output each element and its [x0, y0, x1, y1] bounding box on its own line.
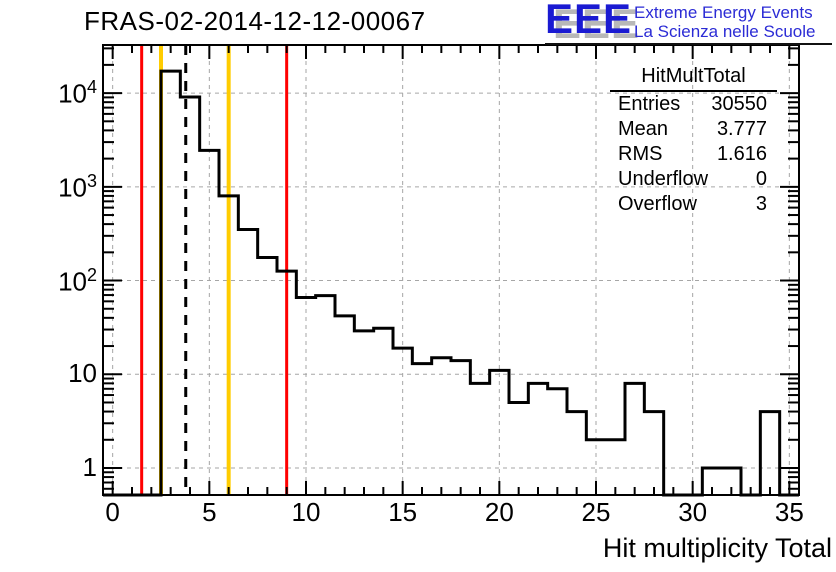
x-tick-label: 0 — [105, 497, 120, 527]
stats-value: 1.616 — [716, 143, 767, 165]
x-tick-label: 20 — [484, 497, 514, 527]
stats-label: RMS — [618, 143, 663, 165]
stats-label: Mean — [618, 118, 669, 140]
x-tick-label: 30 — [678, 497, 708, 527]
stats-value: 30550 — [711, 93, 767, 115]
x-tick-label: 10 — [291, 497, 321, 527]
y-tick-label: 1 — [82, 451, 97, 482]
x-tick-label: 15 — [388, 497, 418, 527]
x-tick-label: 35 — [774, 497, 804, 527]
stats-row-rms: RMS 1.616 — [610, 142, 777, 167]
stats-box: HitMultTotal Entries 30550 Mean 3.777 RM… — [610, 65, 777, 217]
stats-row-overflow: Overflow 3 — [610, 192, 777, 217]
stats-label: Overflow — [618, 193, 697, 215]
y-tick-label: 10 — [68, 358, 97, 389]
y-tick-label: 103 — [58, 170, 97, 203]
stats-label: Underflow — [618, 168, 709, 190]
x-tick-label: 5 — [202, 497, 217, 527]
eee-logo-line1: Extreme Energy Events — [634, 3, 813, 22]
stats-row-mean: Mean 3.777 — [610, 117, 777, 142]
stats-value: 3.777 — [716, 118, 767, 140]
stats-row-underflow: Underflow 0 — [610, 167, 777, 192]
logo-underline — [545, 43, 832, 45]
x-axis-title: Hit multiplicity Total — [602, 533, 832, 563]
stats-row-entries: Entries 30550 — [610, 92, 777, 117]
eee-logo-line2: La Scienza nelle Scuole — [634, 22, 816, 41]
plot-frame — [102, 44, 800, 496]
y-tick-label: 102 — [58, 264, 97, 297]
stats-value: 3 — [755, 193, 767, 215]
y-tick-label: 104 — [58, 77, 97, 109]
eee-logo-caption: Extreme Energy Events La Scienza nelle S… — [634, 3, 815, 41]
eee-logo: EEE — [545, 0, 633, 42]
x-tick-label: 25 — [581, 497, 611, 527]
plot-title: FRAS-02-2014-12-12-00067 — [84, 6, 426, 36]
stats-title: HitMultTotal — [610, 65, 777, 92]
stats-value: 0 — [755, 168, 767, 190]
stats-label: Entries — [618, 93, 681, 115]
